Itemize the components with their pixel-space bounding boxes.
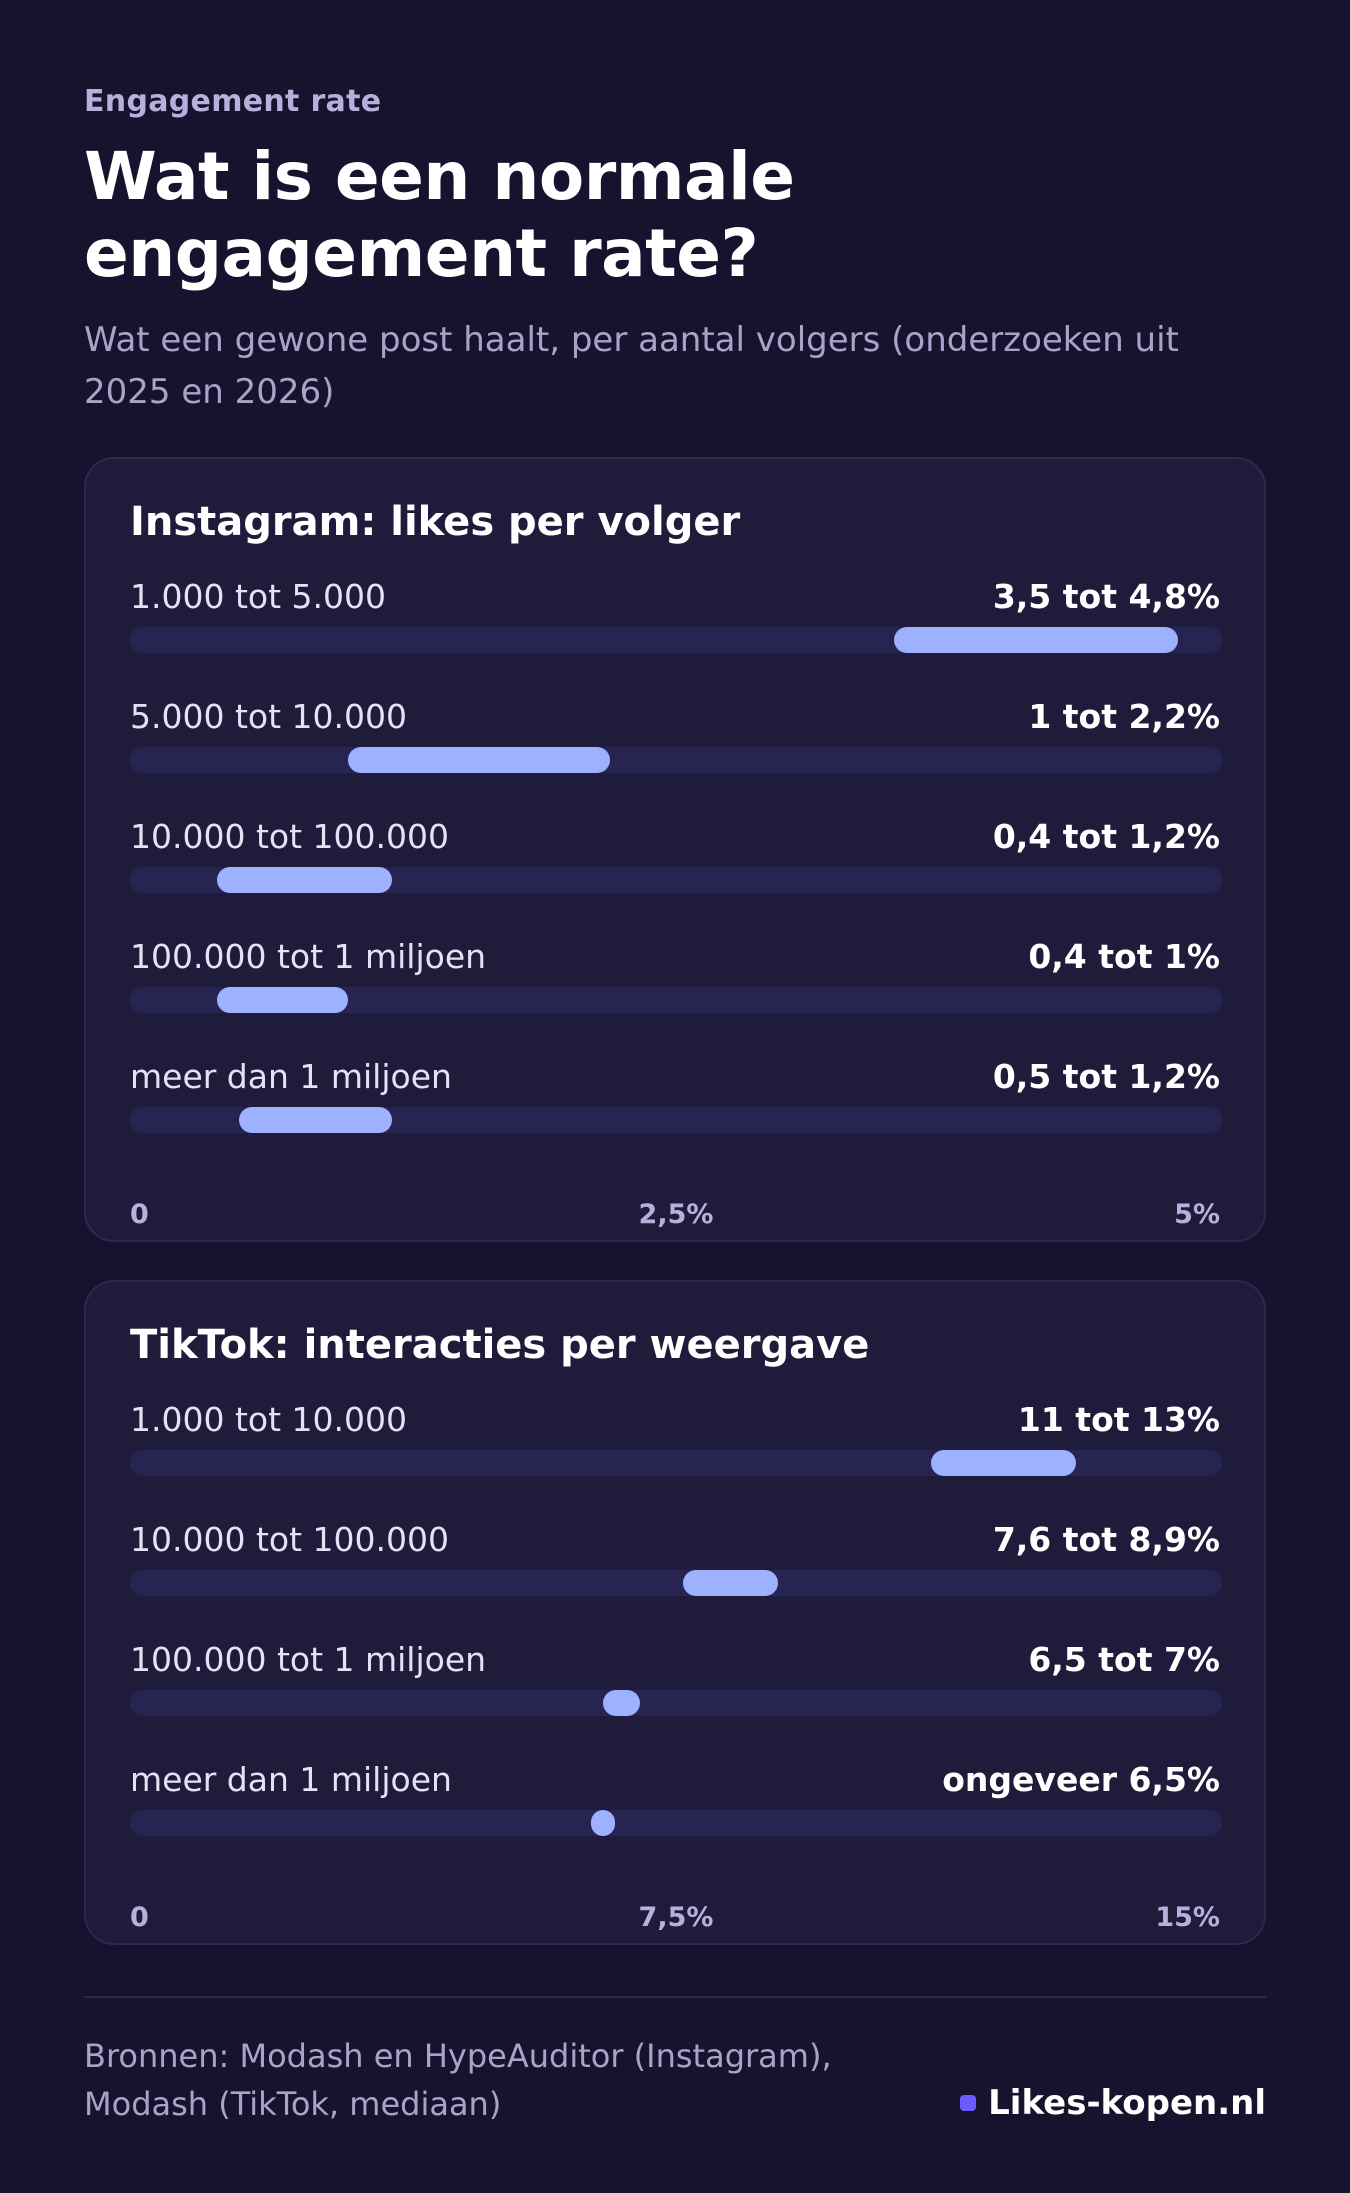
data-label: ongeveer 6,5% — [942, 1760, 1220, 1799]
row-label: 1.000 tot 5.000 — [130, 577, 386, 616]
tiktok-chart-card: TikTok: interacties per weergave 1.000 t… — [84, 1280, 1266, 1945]
row-label: 5.000 tot 10.000 — [130, 697, 407, 736]
footer-divider — [84, 1996, 1266, 1998]
row-label: 10.000 tot 100.000 — [130, 817, 449, 856]
brand-name: Likes-kopen.nl — [988, 2083, 1266, 2123]
data-label: 0,4 tot 1,2% — [992, 817, 1220, 856]
range-bar — [894, 627, 1179, 653]
axis-tick-label: 0 — [130, 1902, 149, 1933]
range-bar — [239, 1107, 393, 1133]
data-label: 0,4 tot 1% — [1028, 937, 1220, 976]
page-title: Wat is een normale engagement rate? — [84, 138, 795, 292]
instagram-chart-card: Instagram: likes per volger 1.000 tot 5.… — [84, 457, 1266, 1242]
range-bar — [930, 1450, 1077, 1476]
range-bar — [603, 1690, 640, 1716]
data-label: 0,5 tot 1,2% — [992, 1057, 1220, 1096]
axis-tick-label: 5% — [1174, 1199, 1220, 1230]
range-bar — [348, 747, 611, 773]
row-label: meer dan 1 miljoen — [130, 1057, 452, 1096]
chart-title: Instagram: likes per volger — [130, 499, 741, 545]
row-label: 1.000 tot 10.000 — [130, 1400, 407, 1439]
bar-track — [130, 1690, 1222, 1716]
axis-tick-label: 0 — [130, 1199, 149, 1230]
chart-title: TikTok: interacties per weergave — [130, 1322, 870, 1368]
range-bar — [591, 1810, 616, 1836]
bar-track — [130, 1450, 1222, 1476]
bar-track — [130, 987, 1222, 1013]
row-label: 100.000 tot 1 miljoen — [130, 1640, 487, 1679]
bar-track — [130, 1810, 1222, 1836]
page-subtitle: Wat een gewone post haalt, per aantal vo… — [84, 320, 1179, 412]
brand: Likes-kopen.nl — [960, 2083, 1266, 2123]
data-label: 7,6 tot 8,9% — [992, 1520, 1220, 1559]
bar-track — [130, 1570, 1222, 1596]
brand-logo-icon — [960, 2095, 977, 2111]
data-label: 11 tot 13% — [1017, 1400, 1220, 1439]
axis-tick-label: 2,5% — [638, 1199, 714, 1230]
row-label: 100.000 tot 1 miljoen — [130, 937, 487, 976]
sources-line: Modash (TikTok, mediaan) — [84, 2085, 502, 2123]
eyebrow-label: Engagement rate — [84, 84, 382, 119]
range-bar — [683, 1570, 778, 1596]
bar-track — [130, 867, 1222, 893]
bar-track — [130, 747, 1222, 773]
sources-line: Bronnen: Modash en HypeAuditor (Instagra… — [84, 2037, 832, 2075]
infographic: Engagement rate Wat is een normale engag… — [84, 0, 1266, 2193]
range-bar — [217, 987, 349, 1013]
bar-track — [130, 627, 1222, 653]
axis-tick-label: 15% — [1155, 1902, 1220, 1933]
data-label: 3,5 tot 4,8% — [992, 577, 1220, 616]
bar-track — [130, 1107, 1222, 1133]
row-label: 10.000 tot 100.000 — [130, 1520, 449, 1559]
data-label: 6,5 tot 7% — [1028, 1640, 1220, 1679]
range-bar — [217, 867, 393, 893]
sources-note: Bronnen: Modash en HypeAuditor (Instagra… — [84, 2032, 944, 2128]
row-label: meer dan 1 miljoen — [130, 1760, 452, 1799]
data-label: 1 tot 2,2% — [1028, 697, 1220, 736]
axis-tick-label: 7,5% — [638, 1902, 714, 1933]
